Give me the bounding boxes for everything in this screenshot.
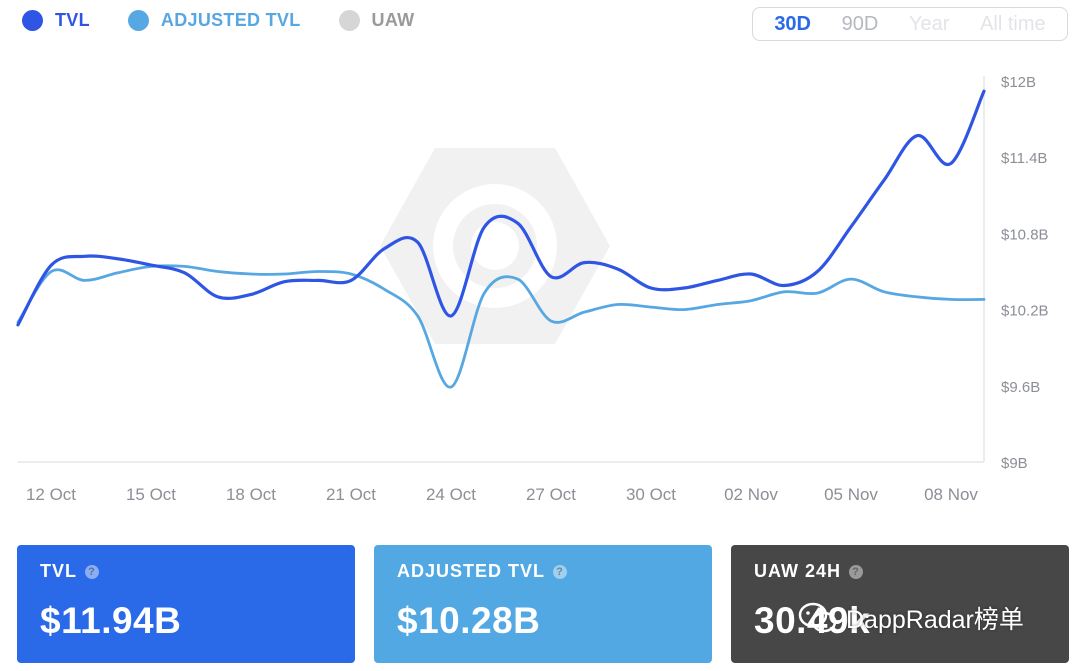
y-tick-label: $11.4B — [1001, 150, 1047, 167]
range-button-3[interactable]: All time — [980, 12, 1046, 35]
x-tick-label: 12 Oct — [26, 485, 76, 504]
stat-card-value: 30.49k — [754, 600, 871, 641]
summary-cards: TVL? $11.94B ADJUSTED TVL? $10.28B UAW 24H? 3… — [17, 545, 1069, 663]
x-tick-label: 15 Oct — [126, 485, 176, 504]
legend-label: ADJUSTED TVL — [160, 10, 301, 30]
x-tick-label: 02 Nov — [724, 485, 778, 504]
stat-card-label-row: ADJUSTED TVL? — [397, 561, 689, 582]
line-chart: 12 Oct 15 Oct 18 Oct 21 Oct 24 Oct 27 Oct 30 O… — [16, 74, 1049, 504]
help-icon[interactable]: ? — [849, 564, 864, 579]
chart-legend: TVL ADJUSTED TVL UAW — [22, 10, 414, 31]
y-tick-label: $9B — [1001, 455, 1028, 472]
time-range-selector: 30D 90D Year All time — [752, 7, 1068, 41]
legend-item-2[interactable]: UAW — [338, 10, 415, 31]
legend-label: UAW — [371, 10, 415, 30]
x-tick-label: 24 Oct — [426, 485, 476, 504]
legend-item-0[interactable]: TVL — [22, 10, 90, 31]
stat-card-2: UAW 24H? 30.49k — [731, 545, 1069, 663]
y-tick-label: $10.2B — [1001, 303, 1049, 320]
range-button-0[interactable]: 30D — [774, 12, 812, 35]
stat-card-0: TVL? $11.94B — [17, 545, 355, 663]
legend-dot-icon — [22, 10, 43, 31]
stat-card-value: $11.94B — [40, 600, 182, 641]
stat-card-label-row: TVL? — [40, 561, 332, 582]
stat-card-label: ADJUSTED TVL — [397, 561, 546, 581]
stat-card-label: TVL — [40, 561, 77, 581]
help-icon[interactable]: ? — [85, 564, 99, 579]
legend-item-1[interactable]: ADJUSTED TVL — [127, 10, 301, 31]
range-button-1[interactable]: 90D — [841, 12, 879, 35]
stat-card-label-row: UAW 24H? — [754, 561, 1046, 582]
stat-card-1: ADJUSTED TVL? $10.28B — [374, 545, 712, 663]
chart-logo-watermark — [380, 148, 610, 344]
x-tick-label: 05 Nov — [824, 485, 878, 504]
series-line-1 — [16, 264, 986, 389]
stat-card-value: $10.28B — [397, 600, 541, 641]
x-tick-label: 18 Oct — [226, 485, 276, 504]
legend-dot-icon — [338, 10, 360, 31]
range-button-2[interactable]: Year — [909, 12, 950, 35]
x-tick-label: 08 Nov — [924, 485, 978, 504]
y-tick-label: $9.6B — [1001, 379, 1040, 396]
stat-card-label: UAW 24H — [754, 561, 842, 581]
y-tick-label: $12B — [1001, 74, 1036, 91]
x-tick-label: 21 Oct — [326, 485, 376, 504]
x-tick-label: 30 Oct — [626, 485, 676, 504]
watermark: DappRadar榜单 — [798, 600, 1024, 636]
x-tick-label: 27 Oct — [526, 485, 576, 504]
series-line-0 — [16, 89, 986, 327]
watermark-text: DappRadar榜单 — [846, 606, 1024, 634]
legend-dot-icon — [127, 10, 149, 31]
legend-label: TVL — [55, 10, 90, 30]
help-icon[interactable]: ? — [553, 564, 568, 579]
wechat-icon — [798, 602, 837, 633]
y-tick-label: $10.8B — [1001, 226, 1049, 243]
